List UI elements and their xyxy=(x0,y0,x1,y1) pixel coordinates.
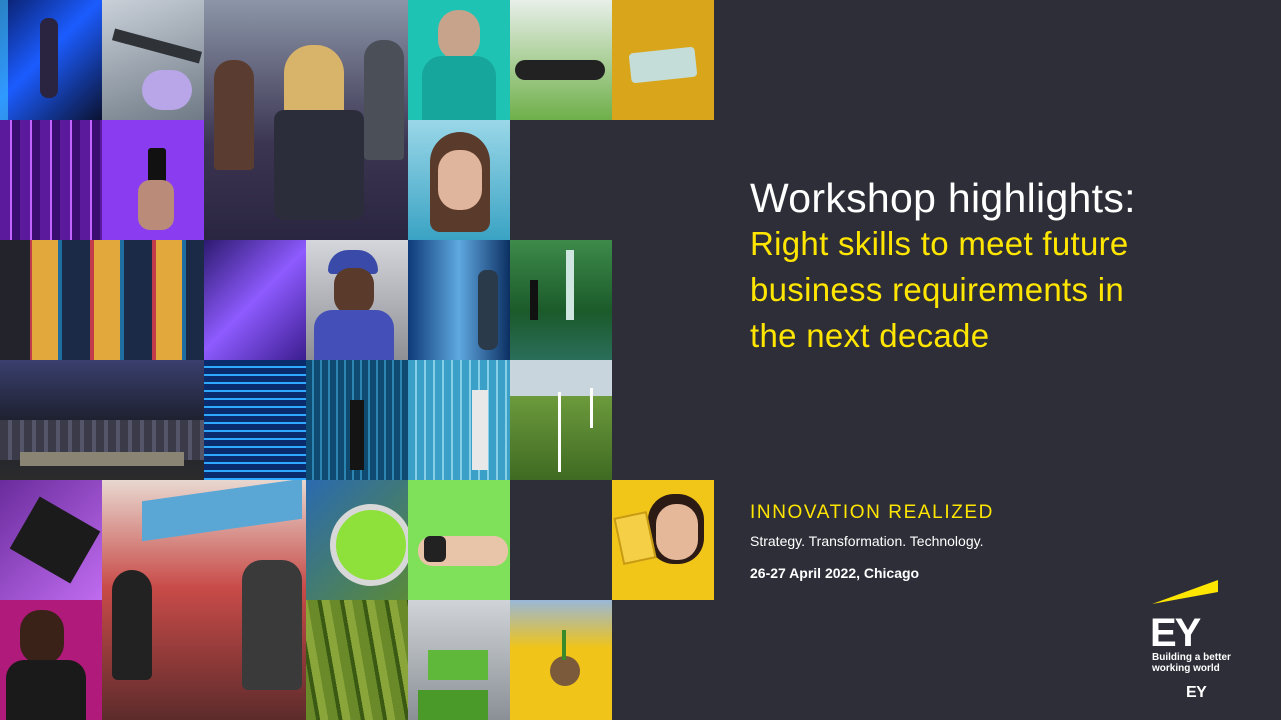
ey-logo-text: EY xyxy=(1150,611,1202,655)
water-treatment-photo xyxy=(306,480,408,600)
event-info: INNOVATION REALIZED Strategy. Transforma… xyxy=(750,502,1250,581)
phone-glow-photo xyxy=(102,120,204,240)
purple-wave-photo xyxy=(204,240,306,360)
subtitle-line: Right skills to meet future xyxy=(750,225,1129,262)
masked-man-photo xyxy=(408,0,510,120)
pellets-photo xyxy=(306,600,408,720)
event-tagline: Strategy. Transformation. Technology. xyxy=(750,533,984,549)
ey-logo: EY xyxy=(1150,580,1218,655)
waterfall-photo xyxy=(510,240,612,360)
event-date-location: 26-27 April 2022, Chicago xyxy=(750,565,920,581)
anechoic-chamber-photo xyxy=(306,360,408,480)
purple-server-photo xyxy=(0,120,102,240)
worker-helmet-photo xyxy=(306,240,408,360)
yellow-phone-photo xyxy=(612,0,714,120)
movie-posters-photo xyxy=(0,240,204,360)
smartwatch-photo xyxy=(408,480,510,600)
green-roof-photo xyxy=(408,600,510,720)
ey-footer-mark: EY xyxy=(1186,684,1207,701)
wind-farm-photo xyxy=(510,360,612,480)
event-name: INNOVATION REALIZED xyxy=(750,502,995,523)
workshop-title: Workshop highlights: xyxy=(750,175,1136,221)
slide-title-block: Workshop highlights: Right skills to mee… xyxy=(750,175,1270,359)
lounge-discussion-photo xyxy=(102,480,306,720)
subtitle-line: the next decade xyxy=(750,317,990,354)
woman-goggles-photo xyxy=(408,120,510,240)
photo-mosaic xyxy=(0,0,714,720)
datacenter-photo xyxy=(408,240,510,360)
seedling-hands-photo xyxy=(510,600,612,720)
concert-crowd-photo xyxy=(0,360,204,480)
engineer-tripod-photo xyxy=(408,360,510,480)
laptop-typing-photo xyxy=(0,480,102,600)
stage-audience-photo xyxy=(204,0,408,240)
neon-tunnel-photo xyxy=(0,0,102,120)
woman-tablet-photo xyxy=(0,600,102,720)
blue-lights-photo xyxy=(204,360,306,480)
smartphone-hand-photo xyxy=(510,0,612,120)
workshop-subtitle: Right skills to meet future business req… xyxy=(750,221,1270,359)
lab-caliper-photo xyxy=(102,0,204,120)
woman-card-photo xyxy=(612,480,714,600)
subtitle-line: business requirements in xyxy=(750,271,1125,308)
ey-tagline: Building a better working world xyxy=(1152,652,1231,674)
